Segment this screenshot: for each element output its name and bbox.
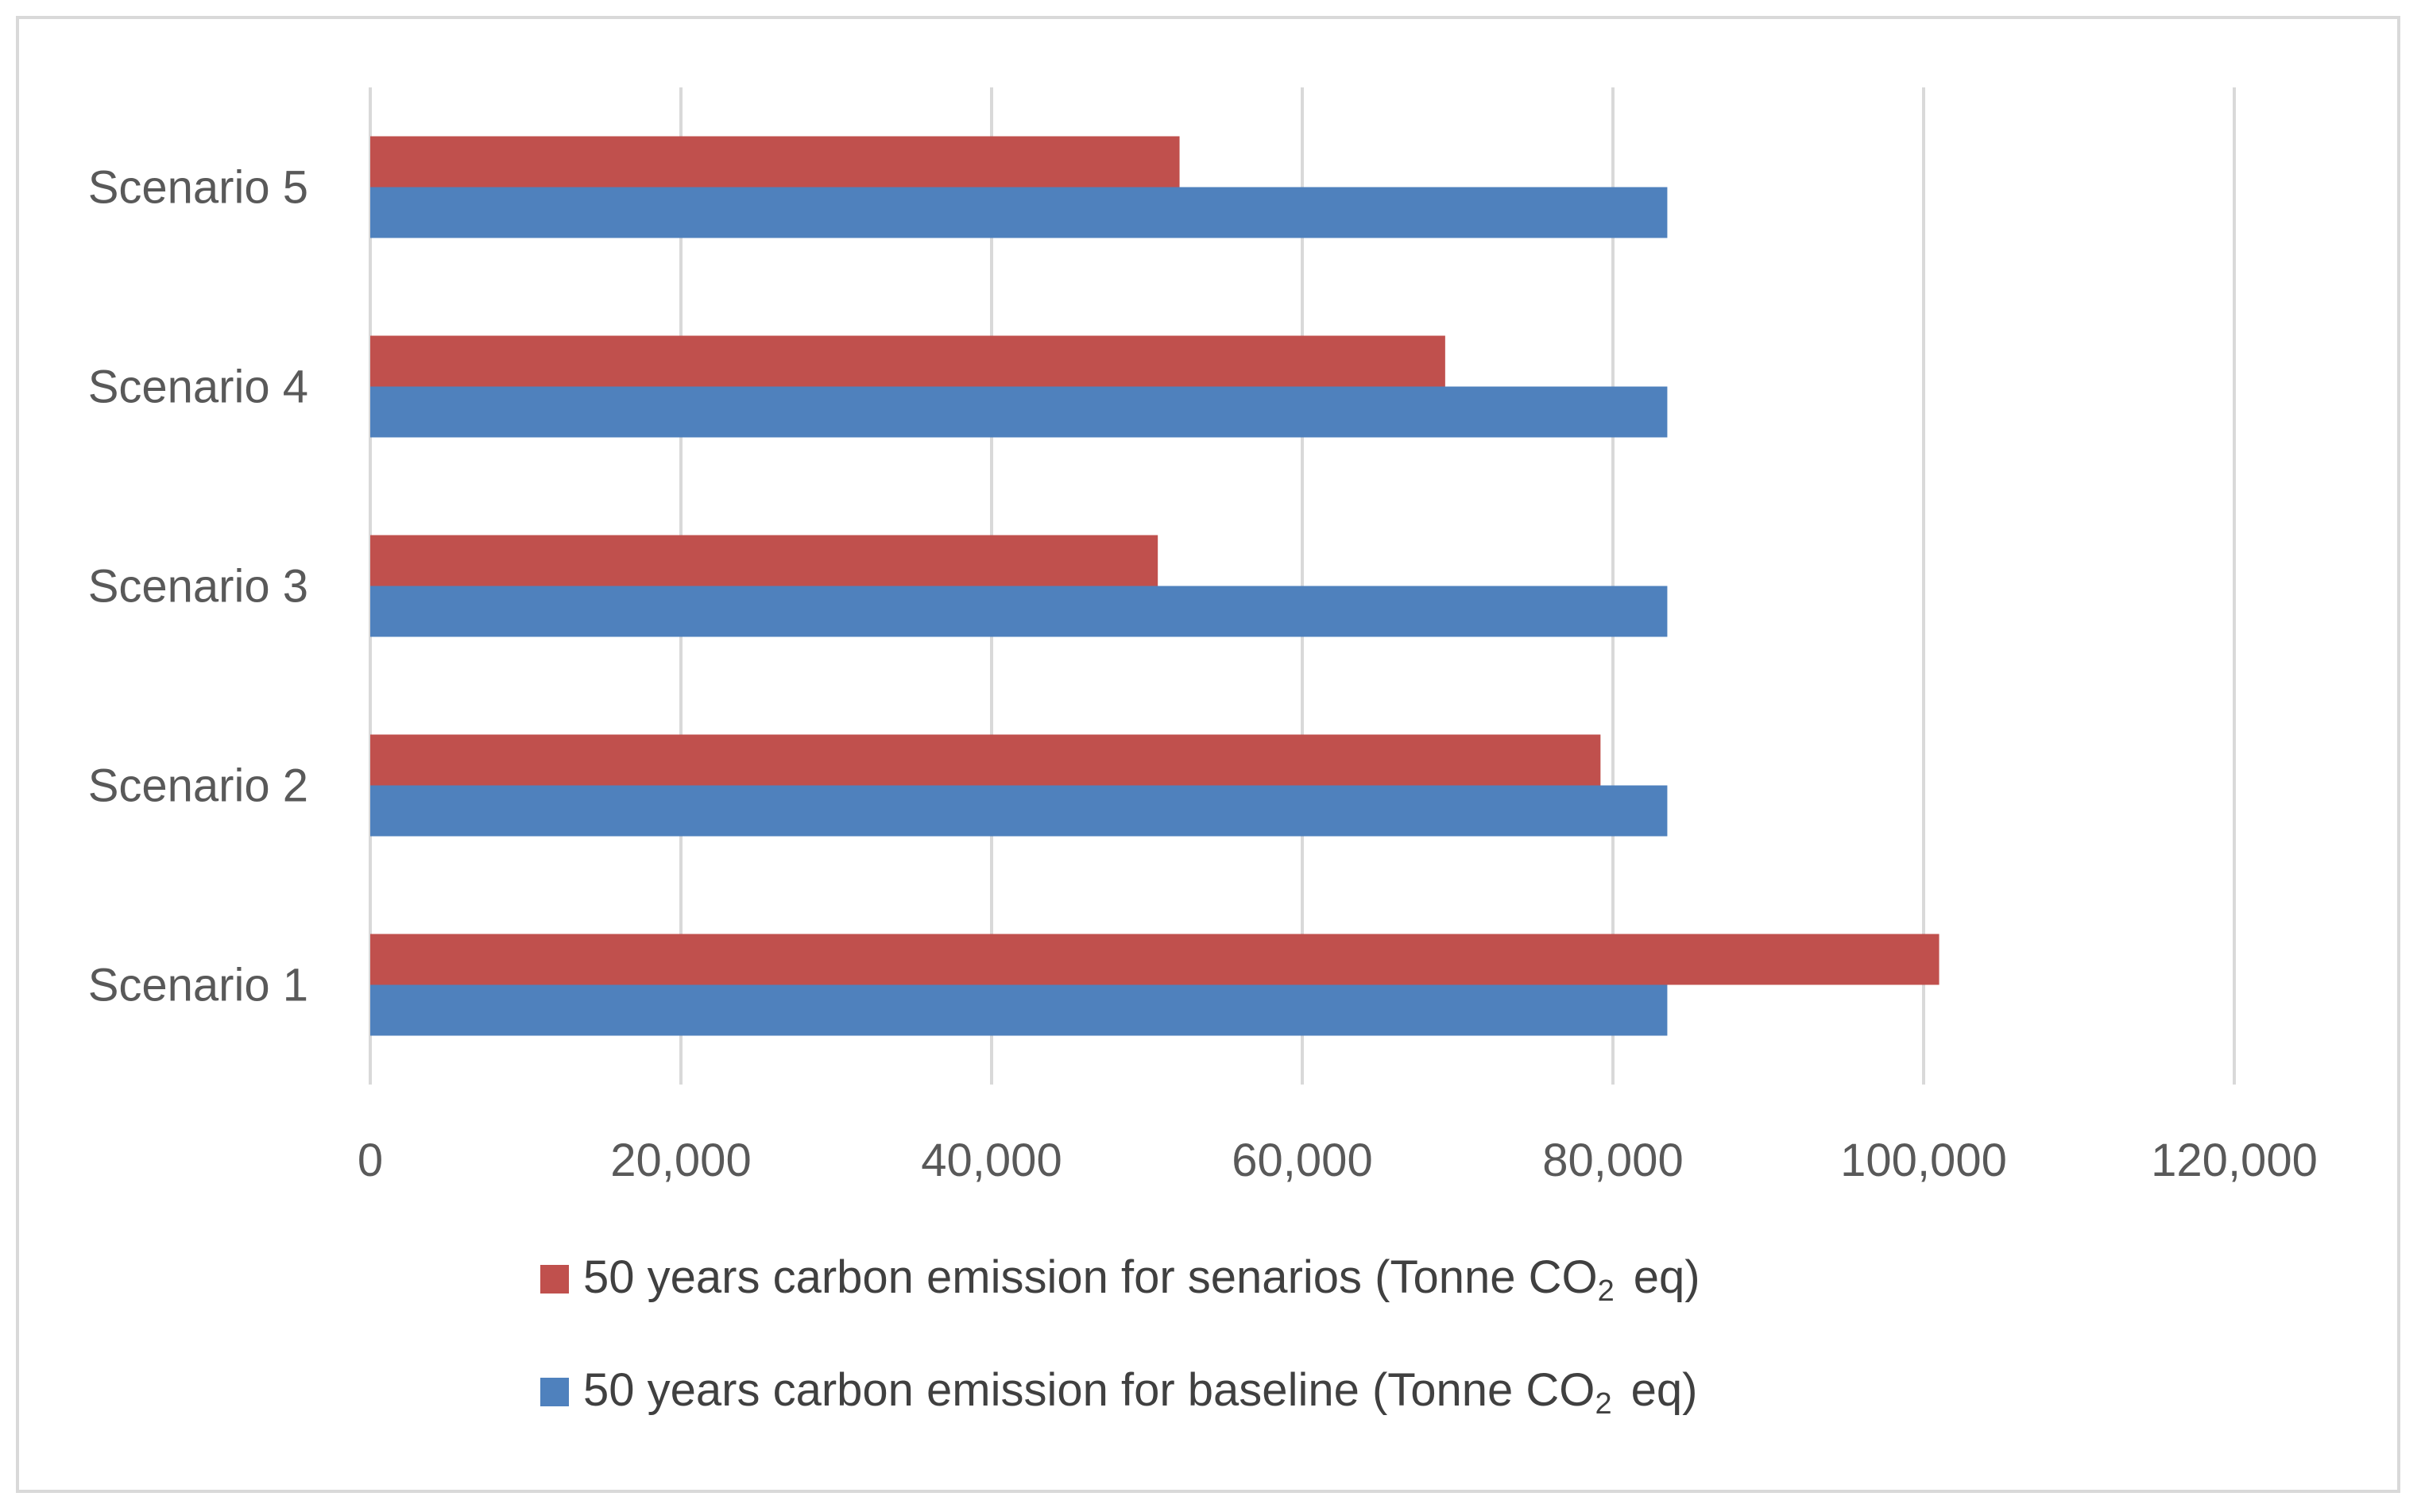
- bar-baseline-emission: [370, 785, 1668, 837]
- legend-label-scenarios: 50 years carbon emission for senarios (T…: [583, 1251, 1700, 1308]
- bar-scenario-emission: [370, 335, 1445, 387]
- x-tick-label: 120,000: [2151, 1135, 2318, 1186]
- bar-scenario-emission: [370, 535, 1158, 586]
- bar-baseline-emission: [370, 984, 1668, 1036]
- y-category-label: Scenario 3: [88, 561, 308, 613]
- y-category-label: Scenario 1: [88, 960, 308, 1011]
- bar-baseline-emission: [370, 586, 1668, 637]
- legend-swatch-scenarios: [540, 1265, 569, 1294]
- y-axis-labels: Scenario 1 Scenario 2 Scenario 3 Scenario 4…: [88, 162, 308, 1011]
- bar-scenario-emission: [370, 136, 1180, 188]
- legend-label-baseline: 50 years carbon emission for baseline (T…: [583, 1363, 1698, 1421]
- x-tick-label: 80,000: [1542, 1135, 1683, 1186]
- x-axis-ticks: 0 20,000 40,000 60,000 80,000 100,000 120,000: [358, 1135, 2318, 1186]
- bar-baseline-emission: [370, 386, 1668, 438]
- x-tick-label: 60,000: [1232, 1135, 1372, 1186]
- y-category-label: Scenario 4: [88, 362, 308, 413]
- bars: [370, 136, 1940, 1036]
- legend-swatch-baseline: [540, 1378, 569, 1406]
- y-category-label: Scenario 5: [88, 162, 308, 214]
- bar-scenario-emission: [370, 734, 1601, 786]
- x-tick-label: 20,000: [610, 1135, 751, 1186]
- x-tick-label: 40,000: [921, 1135, 1062, 1186]
- bar-baseline-emission: [370, 187, 1668, 238]
- x-tick-label: 100,000: [1840, 1135, 2007, 1186]
- legend-item-scenarios: 50 years carbon emission for senarios (T…: [540, 1247, 1700, 1311]
- legend-item-baseline: 50 years carbon emission for baseline (T…: [540, 1360, 1697, 1424]
- y-category-label: Scenario 2: [88, 760, 308, 812]
- x-tick-label: 0: [358, 1135, 383, 1186]
- bar-scenario-emission: [370, 934, 1940, 985]
